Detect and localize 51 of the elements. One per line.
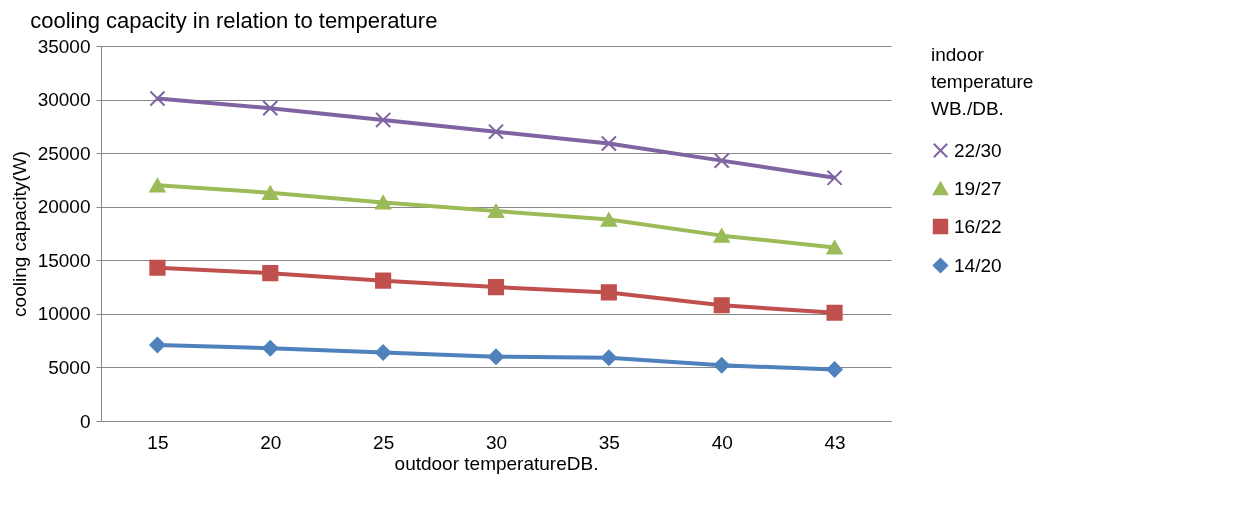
- point: [149, 259, 166, 276]
- x-tick-label: 43: [824, 431, 846, 453]
- point: [487, 348, 505, 365]
- y-tick-label: 30000: [37, 89, 91, 111]
- point: [375, 272, 392, 289]
- chart-title: cooling capacity in relation to temperature: [30, 8, 438, 33]
- point: [262, 185, 279, 200]
- y-tick-label: 0: [79, 410, 91, 432]
- point: [262, 265, 279, 282]
- point: [487, 203, 505, 219]
- legend-label: 14/20: [954, 254, 1002, 276]
- y-tick-label: 15000: [37, 249, 91, 271]
- point: [826, 169, 843, 186]
- legend-label: 22/30: [954, 139, 1002, 161]
- point: [600, 212, 617, 227]
- y-axis-title: cooling capacity(W): [8, 151, 30, 317]
- point: [375, 344, 392, 361]
- y-tick-label: 20000: [37, 196, 91, 218]
- point: [713, 357, 730, 374]
- legend-label: 19/27: [954, 177, 1002, 199]
- y-tick-label: 25000: [37, 142, 91, 164]
- point: [600, 135, 617, 152]
- point: [487, 123, 505, 140]
- x-tick-label: 20: [260, 431, 282, 453]
- point: [713, 152, 730, 169]
- x-tick-label: 15: [147, 431, 169, 453]
- point: [600, 349, 617, 366]
- legend-label: 16/22: [954, 215, 1002, 237]
- x-tick-label: 30: [485, 431, 508, 453]
- legend-title: indoor temperature WB./DB.: [931, 44, 1034, 119]
- point: [487, 279, 505, 296]
- point: [262, 100, 279, 117]
- y-tick-label: 10000: [37, 303, 91, 325]
- point: [713, 228, 730, 243]
- point: [826, 304, 843, 321]
- point: [375, 111, 392, 128]
- y-tick-label: 5000: [48, 356, 91, 378]
- x-tick-label: 25: [373, 431, 395, 453]
- point: [600, 284, 617, 301]
- point: [262, 340, 279, 357]
- point: [149, 90, 166, 107]
- point: [826, 240, 843, 255]
- x-tick-label: 35: [598, 431, 620, 453]
- x-axis-title: outdoor temperatureDB.: [394, 452, 599, 474]
- x-tick-label: 40: [711, 431, 733, 453]
- point: [149, 178, 166, 193]
- point: [375, 195, 392, 210]
- point: [826, 361, 843, 378]
- point: [149, 336, 166, 353]
- point: [713, 297, 730, 314]
- y-tick-label: 35000: [37, 35, 91, 57]
